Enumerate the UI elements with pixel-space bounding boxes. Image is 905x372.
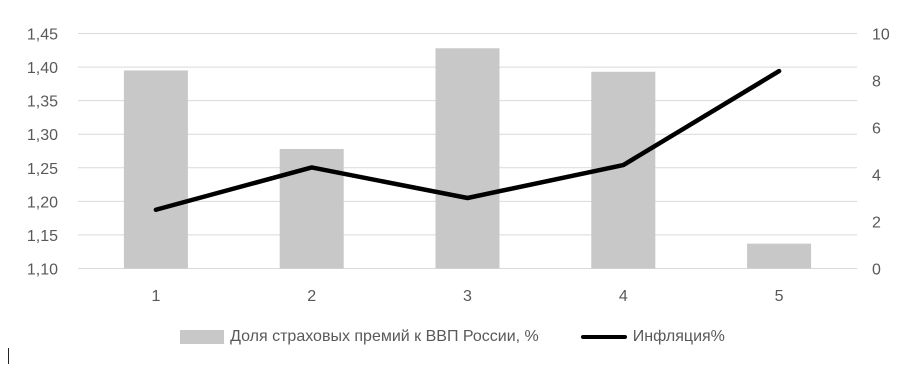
- y-left-tick-label: 1,35: [27, 94, 58, 111]
- y-right-tick-label: 8: [872, 74, 881, 91]
- legend-line-swatch: [581, 335, 627, 339]
- x-tick-label: 5: [775, 288, 784, 305]
- x-tick-label: 2: [307, 288, 316, 305]
- y-left-tick-label: 1,15: [27, 228, 58, 245]
- y-right-tick-label: 0: [872, 262, 881, 279]
- x-tick-label: 3: [463, 288, 472, 305]
- legend-bar-swatch: [180, 330, 224, 344]
- y-left-tick-label: 1,10: [27, 262, 58, 279]
- legend-item-line: Инфляция%: [581, 328, 725, 346]
- y-left-tick-label: 1,30: [27, 127, 58, 144]
- y-left-tick-label: 1,40: [27, 60, 58, 77]
- y-left-tick-label: 1,25: [27, 161, 58, 178]
- text-cursor: [8, 348, 9, 364]
- legend: Доля страховых премий к ВВП России, % Ин…: [0, 328, 905, 346]
- bar: [124, 70, 188, 268]
- y-right-tick-label: 10: [872, 27, 890, 44]
- y-right-tick-label: 6: [872, 121, 881, 138]
- legend-label-line: Инфляция%: [633, 328, 725, 346]
- y-right-tick-label: 4: [872, 168, 881, 185]
- legend-item-bar: Доля страховых премий к ВВП России, %: [180, 328, 539, 346]
- x-tick-label: 4: [619, 288, 628, 305]
- y-left-tick-label: 1,20: [27, 194, 58, 211]
- bar: [436, 48, 500, 268]
- y-left-tick-label: 1,45: [27, 27, 58, 44]
- y-right-tick-label: 2: [872, 215, 881, 232]
- bar: [747, 244, 811, 269]
- x-tick-label: 1: [151, 288, 160, 305]
- legend-label-bar: Доля страховых премий к ВВП России, %: [230, 328, 539, 346]
